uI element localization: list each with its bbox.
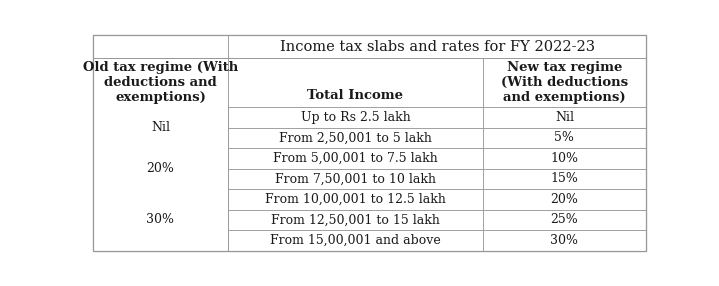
Bar xyxy=(482,148,646,168)
Bar xyxy=(93,148,228,189)
Bar xyxy=(228,148,482,168)
Bar xyxy=(93,189,228,250)
Bar xyxy=(93,148,228,168)
Bar xyxy=(93,107,228,148)
Bar xyxy=(482,210,646,230)
Text: 15%: 15% xyxy=(551,172,578,185)
Bar xyxy=(482,107,646,128)
Bar xyxy=(228,35,646,58)
Bar xyxy=(482,168,646,189)
Bar xyxy=(228,128,482,148)
Bar xyxy=(228,107,482,128)
Text: From 7,50,001 to 10 lakh: From 7,50,001 to 10 lakh xyxy=(275,172,436,185)
Text: From 2,50,001 to 5 lakh: From 2,50,001 to 5 lakh xyxy=(279,131,432,144)
Text: 25%: 25% xyxy=(551,213,578,226)
Bar xyxy=(93,210,228,230)
Text: New tax regime
(With deductions
and exemptions): New tax regime (With deductions and exem… xyxy=(501,61,628,104)
Text: 20%: 20% xyxy=(147,162,175,175)
Bar xyxy=(93,189,228,210)
Bar xyxy=(93,58,228,107)
Bar xyxy=(93,107,228,128)
Text: Up to Rs 2.5 lakh: Up to Rs 2.5 lakh xyxy=(301,111,411,124)
Bar xyxy=(228,58,482,107)
Bar xyxy=(482,189,646,210)
Text: Income tax slabs and rates for FY 2022-23: Income tax slabs and rates for FY 2022-2… xyxy=(280,40,595,54)
Text: 30%: 30% xyxy=(550,234,578,247)
Text: Nil: Nil xyxy=(151,121,170,134)
Bar xyxy=(228,189,482,210)
Text: 10%: 10% xyxy=(550,152,578,165)
Bar xyxy=(482,230,646,251)
Text: From 10,00,001 to 12.5 lakh: From 10,00,001 to 12.5 lakh xyxy=(265,193,446,206)
Bar xyxy=(482,128,646,148)
Bar xyxy=(482,58,646,107)
Text: 5%: 5% xyxy=(554,131,574,144)
Bar xyxy=(228,230,482,251)
Text: Total Income: Total Income xyxy=(308,89,403,102)
Text: From 12,50,001 to 15 lakh: From 12,50,001 to 15 lakh xyxy=(271,213,440,226)
Bar xyxy=(228,168,482,189)
Text: Old tax regime (With
deductions and
exemptions): Old tax regime (With deductions and exem… xyxy=(83,61,238,104)
Bar xyxy=(93,128,228,148)
Bar xyxy=(93,168,228,189)
Text: 20%: 20% xyxy=(551,193,578,206)
Bar xyxy=(228,210,482,230)
Text: Nil: Nil xyxy=(555,111,574,124)
Bar xyxy=(93,35,228,58)
Text: 30%: 30% xyxy=(147,213,175,226)
Text: From 5,00,001 to 7.5 lakh: From 5,00,001 to 7.5 lakh xyxy=(273,152,438,165)
Text: From 15,00,001 and above: From 15,00,001 and above xyxy=(270,234,441,247)
Bar xyxy=(93,230,228,251)
